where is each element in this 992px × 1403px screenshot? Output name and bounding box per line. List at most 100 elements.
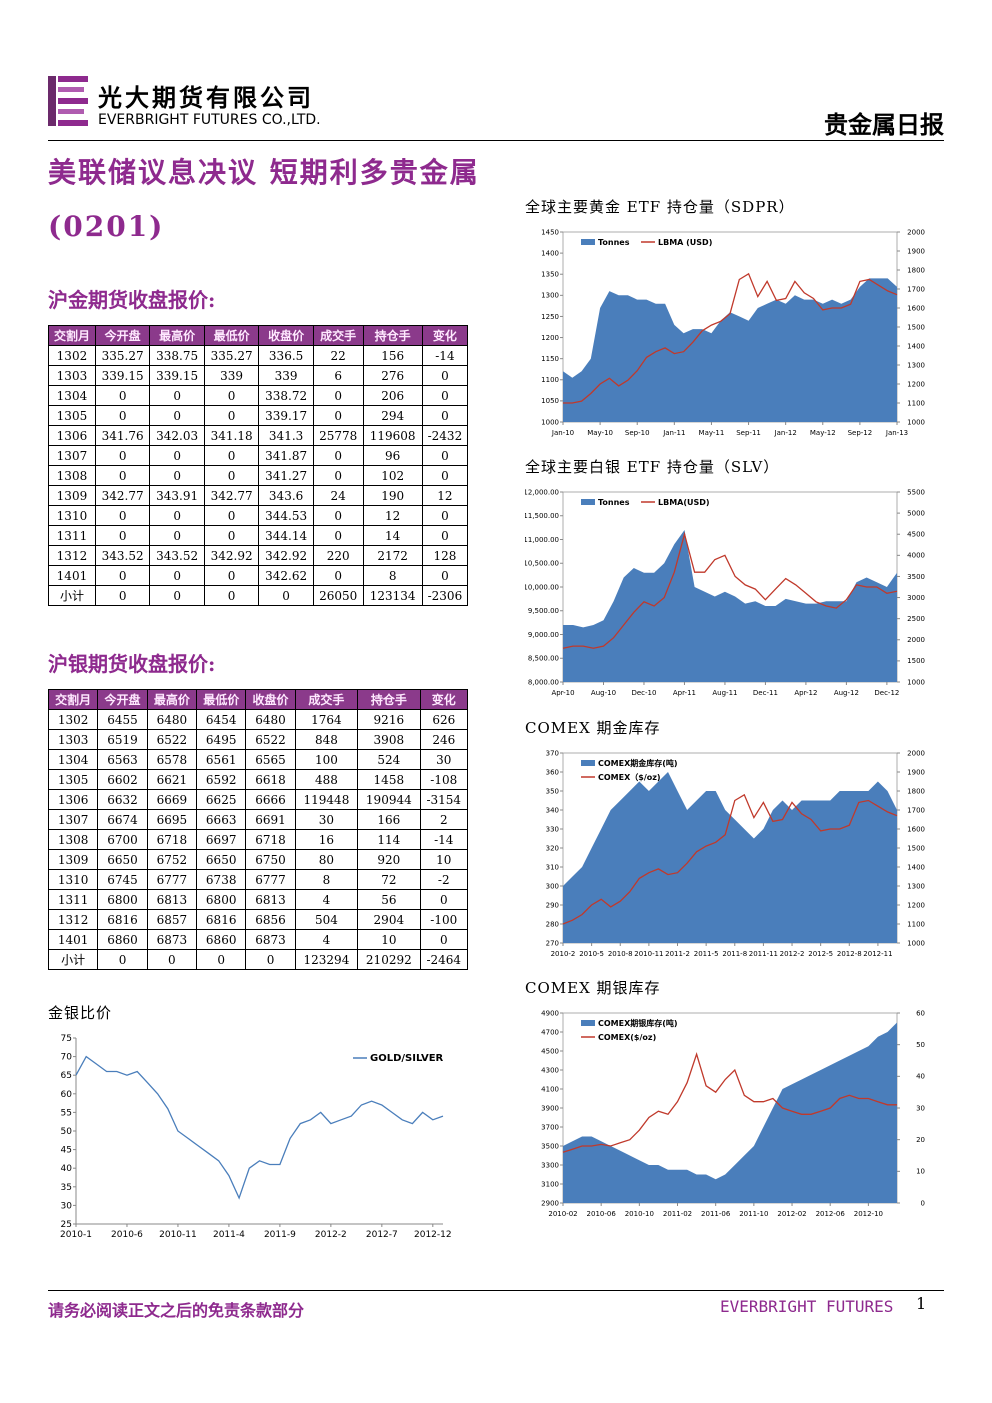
cell: 342.92	[258, 545, 314, 566]
x-tick-label: 2011-4	[213, 1230, 245, 1240]
x-tick-label: 2012-7	[366, 1230, 398, 1240]
column-header: 交割月	[47, 689, 99, 710]
cell: 0	[312, 445, 364, 466]
cell: 0	[421, 505, 469, 526]
cell: 1458	[357, 769, 421, 790]
legend-swatch	[581, 239, 595, 245]
y-tick-label: 45	[61, 1146, 72, 1156]
y-tick-label: 50	[61, 1127, 73, 1137]
cell: 0	[245, 949, 296, 970]
cell: 16	[294, 829, 359, 850]
cell: 335.27	[203, 345, 260, 366]
cell: 56	[357, 889, 421, 910]
area	[563, 772, 897, 943]
cell: 0	[94, 405, 151, 426]
y2-tick-label: 3500	[907, 573, 925, 581]
x-tick-label: 2012-5	[808, 950, 833, 958]
cell: 0	[196, 949, 247, 970]
legend-label: COMEX期金库存(吨)	[598, 758, 678, 768]
cell: 6700	[97, 829, 148, 850]
header-row: 交割月 今开盘 最高价 最低价 收盘价 成交手 持仓手 变化	[48, 325, 469, 346]
x-tick-label: 2012-8	[837, 950, 862, 958]
cell: 12	[362, 505, 423, 526]
x-tick-label: May-10	[587, 429, 613, 437]
cell: 2172	[362, 545, 423, 566]
cell: 6618	[245, 769, 296, 790]
y2-tick-label: 1900	[907, 247, 925, 255]
cell: 246	[419, 729, 469, 750]
chart: 2900 3100 3300 3500 3700 3900 4100 4300 4500 4700…	[541, 1009, 925, 1218]
cell: 1309	[48, 485, 96, 506]
y2-tick-label: 30	[916, 1104, 925, 1112]
cell: 114	[357, 829, 421, 850]
cell: 342.92	[203, 545, 260, 566]
cell: 1307	[48, 445, 96, 466]
cell: 0	[312, 405, 364, 426]
y2-tick-label: 1100	[907, 920, 925, 928]
cell: 1306	[47, 789, 99, 810]
cell: 339.15	[94, 365, 151, 386]
cell: 10	[357, 929, 421, 950]
cell: 1307	[47, 809, 99, 830]
y-tick-label: 8,500.00	[528, 655, 559, 663]
cell: 0	[149, 525, 205, 546]
cell: 8	[294, 869, 359, 890]
y2-tick-label: 1800	[907, 787, 925, 795]
cell: 0	[203, 445, 260, 466]
table-row: 1302 335.27 338.75 335.27 336.5 22 156 -14	[48, 345, 469, 366]
table-row: 1311 0 0 0 344.14 0 14 0	[48, 525, 469, 546]
cell: 338.72	[258, 385, 314, 406]
cell: 342.77	[94, 485, 151, 506]
cell: 344.14	[258, 525, 314, 546]
cell: 342.62	[258, 565, 314, 586]
cell: 0	[203, 465, 260, 486]
table-row: 1309 6650 6752 6650 6750 80 920 10	[47, 849, 469, 870]
x-tick-label: 2010-10	[625, 1210, 654, 1218]
table-row: 小计 0 0 0 0 123294 210292 -2464	[47, 949, 469, 970]
cell: 0	[203, 565, 260, 586]
y-tick-label: 75	[61, 1034, 72, 1044]
cell: 1764	[294, 709, 359, 730]
cell: 1401	[48, 565, 96, 586]
y-tick-label: 1400	[541, 249, 559, 257]
cell: 6718	[245, 829, 296, 850]
table-row: 1305 0 0 0 339.17 0 294 0	[48, 405, 469, 426]
legend-label: GOLD/SILVER	[370, 1053, 444, 1064]
legend-label: Tonnes	[598, 238, 630, 247]
y-tick-label: 10,000.00	[525, 583, 559, 591]
cell: 1305	[48, 405, 96, 426]
y2-tick-label: 1200	[907, 380, 925, 388]
legend-label: LBMA (USD)	[658, 238, 712, 247]
cell: 342.03	[149, 425, 205, 446]
table-row: 1307 6674 6695 6663 6691 30 166 2	[47, 809, 469, 830]
cell: 341.87	[258, 445, 314, 466]
cell: 0	[419, 929, 469, 950]
x-tick-label: Aug-10	[591, 689, 616, 697]
cell: 6718	[146, 829, 198, 850]
cell: 343.52	[94, 545, 151, 566]
cell: 6625	[196, 789, 247, 810]
y2-tick-label: 1600	[907, 304, 925, 312]
cell: 0	[94, 525, 151, 546]
header-row: 交割月 今开盘 最高价 最低价 收盘价 成交手 持仓手 变化	[47, 689, 469, 710]
y-tick-label: 1100	[541, 376, 559, 384]
footer-rule	[48, 1290, 944, 1291]
cell: 6519	[97, 729, 148, 750]
table-row: 1401 6860 6873 6860 6873 4 10 0	[47, 929, 469, 950]
x-tick-label: Jan-13	[885, 429, 908, 437]
table-row: 1304 0 0 0 338.72 0 206 0	[48, 385, 469, 406]
y2-tick-label: 1500	[907, 323, 925, 331]
cell: 6480	[146, 709, 198, 730]
line	[75, 1055, 444, 1200]
y-tick-label: 1000	[541, 418, 559, 426]
table-row: 1309 342.77 343.91 342.77 343.6 24 190 12	[48, 485, 469, 506]
cell: 6621	[146, 769, 198, 790]
cell: 0	[421, 405, 469, 426]
x-tick-label: 2010-11	[159, 1230, 197, 1240]
cell: 2	[419, 809, 469, 830]
cell: 6777	[245, 869, 296, 890]
cell: 0	[421, 445, 469, 466]
table-row: 1306 6632 6669 6625 6666 119448 190944 -3154	[47, 789, 469, 810]
legend-label: COMEX期银库存(吨)	[598, 1018, 678, 1028]
chart-title: COMEX 期银库存	[525, 979, 661, 997]
